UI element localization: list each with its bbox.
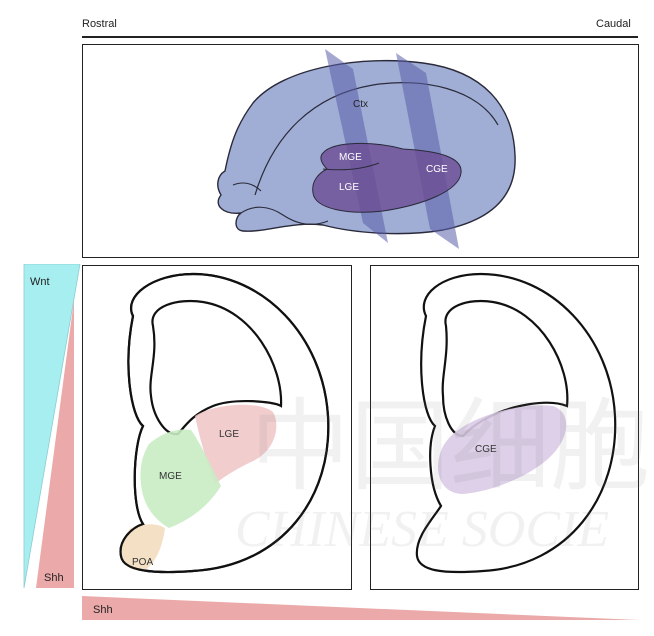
shh-vertical-label: Shh [44,572,64,584]
rostral-caudal-axis-line [82,36,638,38]
rostral-section-panel: LGE MGE POA [82,265,352,590]
caudal-section-diagram: CGE [415,272,617,574]
shh-horizontal-gradient [82,596,638,620]
mge-lge-divider [322,162,380,171]
ctx-label: Ctx [353,99,368,110]
cge-region [438,405,567,494]
poa-label-left: POA [132,557,153,568]
cortex-inner-line [254,82,499,196]
rostral-ventricle-outline [149,300,283,436]
lower-fold-line [232,182,262,192]
cge-label-right: CGE [475,444,497,455]
rostral-hemisphere-outline-top [119,272,330,574]
mge-label-top: MGE [339,152,362,163]
wnt-label: Wnt [30,276,50,288]
shh-vertical-gradient [36,300,74,588]
caudal-section-panel: CGE [370,265,639,590]
wnt-gradient [23,264,81,589]
mge-label-left: MGE [159,471,182,482]
rostral-label: Rostral [82,18,117,30]
lge-label-left: LGE [219,429,239,440]
olfactory-detail [240,206,329,225]
rostral-section-diagram: LGE MGE POA [119,272,330,574]
shh-horizontal-label: Shh [93,604,113,616]
mge-region [140,429,221,528]
caudal-label: Caudal [596,18,631,30]
lge-label-top: LGE [339,182,359,193]
lateral-brain-panel: Ctx MGE LGE CGE [82,44,639,258]
lge-region [195,404,277,484]
cge-label-top: CGE [426,164,448,175]
poa-region [121,524,165,571]
lateral-brain-diagram: Ctx MGE LGE CGE [217,49,516,249]
